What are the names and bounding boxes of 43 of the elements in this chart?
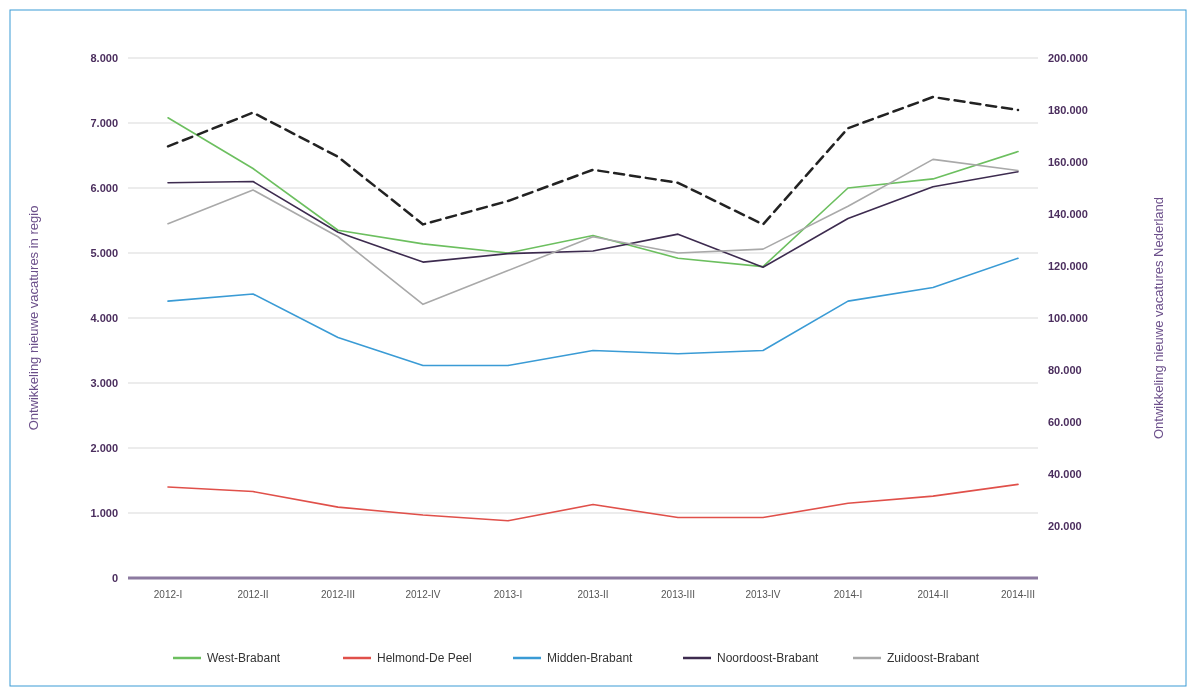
x-tick-label: 2014-II xyxy=(917,589,949,600)
y2-tick-label: 60.000 xyxy=(1048,415,1082,428)
y-tick-label: 7.000 xyxy=(90,116,118,129)
legend-label: Midden-Brabant xyxy=(547,651,634,666)
x-tick-label: 2013-I xyxy=(493,589,523,600)
y-tick-label: 4.000 xyxy=(90,311,118,324)
y2-tick-label: 40.000 xyxy=(1048,467,1082,480)
x-tick-label: 2012-IV xyxy=(405,589,441,600)
line-series xyxy=(166,95,1020,226)
x-tick-label: 2012-III xyxy=(321,589,355,600)
x-tick-label: 2013-II xyxy=(577,589,609,600)
legend-label: Helmond-De Peel xyxy=(377,651,472,666)
y-tick-label: 3.000 xyxy=(90,376,118,389)
line-series xyxy=(167,257,1019,367)
x-tick-label: 2014-I xyxy=(833,589,863,600)
y2-tick-label: 100.000 xyxy=(1048,311,1088,324)
y-tick-label: 6.000 xyxy=(90,181,118,194)
x-tick-label: 2013-III xyxy=(661,589,695,600)
y-tick-label: 0 xyxy=(111,571,118,584)
y2-tick-label: 200.000 xyxy=(1048,51,1088,64)
x-tick-label: 2012-II xyxy=(237,589,269,600)
legend-label: West-Brabant xyxy=(207,651,281,666)
line-series xyxy=(167,117,1019,268)
line-series xyxy=(167,158,1019,306)
y-axis-title: Ontwikkeling nieuwe vacatures in regio xyxy=(26,205,41,431)
line-series xyxy=(167,170,1019,269)
legend-label: Noordoost-Brabant xyxy=(717,651,820,666)
y2-tick-label: 80.000 xyxy=(1048,363,1082,376)
y-tick-label: 5.000 xyxy=(90,246,118,259)
line-series xyxy=(167,483,1019,522)
y-tick-label: 8.000 xyxy=(90,51,118,64)
y2-tick-label: 160.000 xyxy=(1048,155,1088,168)
y2-tick-label: 20.000 xyxy=(1048,519,1082,532)
legend-label: Zuidoost-Brabant xyxy=(887,651,980,666)
y2-tick-label: 140.000 xyxy=(1048,207,1088,220)
y2-tick-label: 180.000 xyxy=(1048,103,1088,116)
x-tick-label: 2013-IV xyxy=(745,589,781,600)
y2-axis-title: Ontwikkeling nieuwe vacatures Nederland xyxy=(1151,196,1166,440)
y-tick-label: 1.000 xyxy=(90,506,118,519)
y2-tick-label: 120.000 xyxy=(1048,259,1088,272)
x-tick-label: 2014-III xyxy=(1001,589,1035,600)
x-tick-label: 2012-I xyxy=(153,589,183,600)
y-tick-label: 2.000 xyxy=(90,441,118,454)
